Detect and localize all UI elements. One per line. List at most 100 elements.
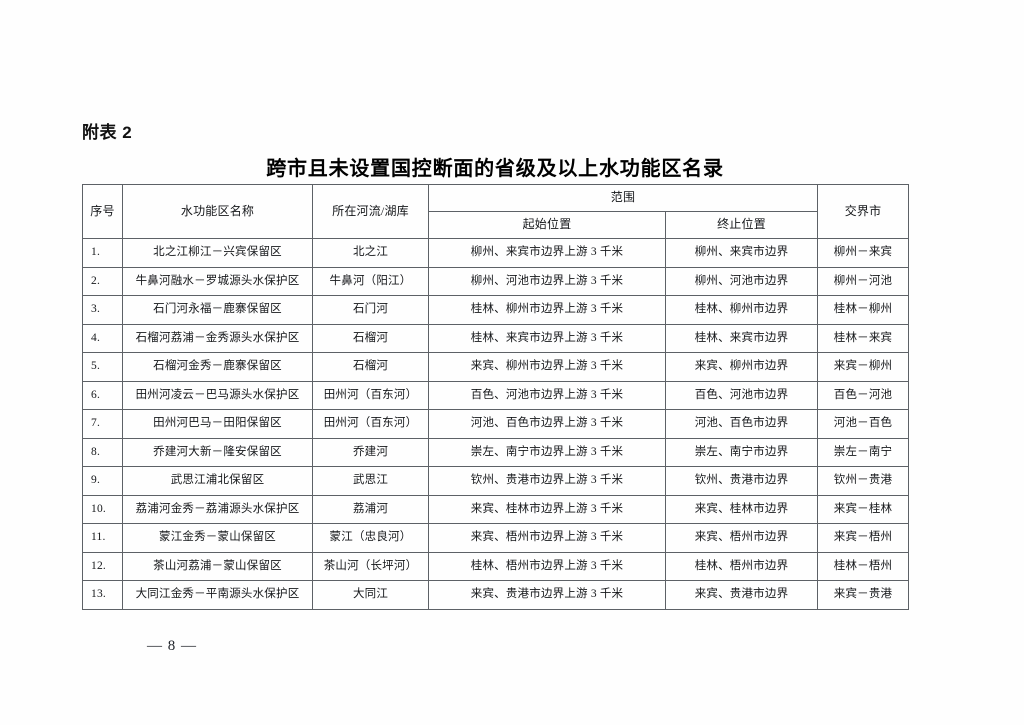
cell-river: 石榴河 xyxy=(312,323,429,353)
cell-border-city: 来宾－梧州 xyxy=(817,523,909,553)
cell-end: 来宾、梧州市边界 xyxy=(665,523,818,553)
column-header-start: 起始位置 xyxy=(428,211,666,239)
cell-border-city: 柳州－来宾 xyxy=(817,238,909,268)
cell-river: 石门河 xyxy=(312,295,429,325)
cell-river: 大同江 xyxy=(312,580,429,610)
table-row: 12. 茶山河荔浦－蒙山保留区 茶山河（长坪河） 桂林、梧州市边界上游 3 千米 桂林、… xyxy=(82,551,909,581)
cell-border-city: 来宾－柳州 xyxy=(817,352,909,382)
page-number: — 8 — xyxy=(147,638,197,654)
cell-name: 石门河永福－鹿寨保留区 xyxy=(122,295,313,325)
annex-label: 附表 2 xyxy=(82,123,133,142)
cell-end: 来宾、柳州市边界 xyxy=(665,352,818,382)
table-row: 8. 乔建河大新－隆安保留区 乔建河 崇左、南宁市边界上游 3 千米 崇左、南宁市边界崇… xyxy=(82,437,909,467)
cell-index: 2. xyxy=(82,266,123,296)
cell-name: 石榴河金秀－鹿寨保留区 xyxy=(122,352,313,382)
cell-name: 荔浦河金秀－荔浦源头水保护区 xyxy=(122,494,313,524)
cell-start: 百色、河池市边界上游 3 千米 xyxy=(428,380,666,410)
table-row: 3. 石门河永福－鹿寨保留区 石门河 桂林、柳州市边界上游 3 千米 桂林、柳州市边界桂… xyxy=(82,295,909,325)
cell-index: 7. xyxy=(82,409,123,439)
cell-index: 1. xyxy=(82,238,123,268)
cell-border-city: 桂林－来宾 xyxy=(817,323,909,353)
cell-border-city: 来宾－贵港 xyxy=(817,580,909,610)
cell-border-city: 崇左－南宁 xyxy=(817,437,909,467)
cell-end: 百色、河池市边界 xyxy=(665,380,818,410)
cell-river: 蒙江（忠良河） xyxy=(312,523,429,553)
cell-start: 崇左、南宁市边界上游 3 千米 xyxy=(428,437,666,467)
cell-river: 田州河（百东河） xyxy=(312,409,429,439)
water-function-zone-table-wrapper: 序号 水功能区名称 所在河流/湖库 范围 交界市 起始位置 终止位置 1. 北之江… xyxy=(82,184,909,610)
cell-border-city: 柳州－河池 xyxy=(817,266,909,296)
water-function-zone-table: 序号 水功能区名称 所在河流/湖库 范围 交界市 起始位置 终止位置 1. 北之江… xyxy=(82,184,909,610)
cell-river: 乔建河 xyxy=(312,437,429,467)
table-row: 5. 石榴河金秀－鹿寨保留区 石榴河 来宾、柳州市边界上游 3 千米 来宾、柳州市边界来… xyxy=(82,352,909,382)
cell-start: 柳州、来宾市边界上游 3 千米 xyxy=(428,238,666,268)
cell-index: 6. xyxy=(82,380,123,410)
cell-end: 桂林、梧州市边界 xyxy=(665,551,818,581)
column-header-range-group: 范围 xyxy=(428,184,818,212)
cell-border-city: 百色－河池 xyxy=(817,380,909,410)
cell-river: 荔浦河 xyxy=(312,494,429,524)
cell-border-city: 桂林－柳州 xyxy=(817,295,909,325)
cell-end: 桂林、来宾市边界 xyxy=(665,323,818,353)
cell-end: 来宾、桂林市边界 xyxy=(665,494,818,524)
table-row: 1. 北之江柳江－兴宾保留区 北之江 柳州、来宾市边界上游 3 千米 柳州、来宾市边界柳… xyxy=(82,238,909,268)
cell-index: 3. xyxy=(82,295,123,325)
cell-river: 田州河（百东河） xyxy=(312,380,429,410)
table-header-row-1: 序号 水功能区名称 所在河流/湖库 范围 交界市 xyxy=(82,184,909,239)
cell-start: 柳州、河池市边界上游 3 千米 xyxy=(428,266,666,296)
table-body: 1. 北之江柳江－兴宾保留区 北之江 柳州、来宾市边界上游 3 千米 柳州、来宾市边界柳… xyxy=(82,238,909,610)
cell-river: 石榴河 xyxy=(312,352,429,382)
cell-river: 北之江 xyxy=(312,238,429,268)
cell-start: 来宾、贵港市边界上游 3 千米 xyxy=(428,580,666,610)
cell-name: 北之江柳江－兴宾保留区 xyxy=(122,238,313,268)
cell-start: 来宾、桂林市边界上游 3 千米 xyxy=(428,494,666,524)
cell-end: 来宾、贵港市边界 xyxy=(665,580,818,610)
column-header-border-city: 交界市 xyxy=(817,184,909,239)
table-row: 4. 石榴河荔浦－金秀源头水保护区 石榴河 桂林、来宾市边界上游 3 千米 桂林、来宾市… xyxy=(82,323,909,353)
cell-border-city: 钦州－贵港 xyxy=(817,466,909,496)
cell-border-city: 河池－百色 xyxy=(817,409,909,439)
cell-border-city: 桂林－梧州 xyxy=(817,551,909,581)
cell-name: 乔建河大新－隆安保留区 xyxy=(122,437,313,467)
cell-name: 牛鼻河融水－罗城源头水保护区 xyxy=(122,266,313,296)
cell-end: 崇左、南宁市边界 xyxy=(665,437,818,467)
cell-start: 钦州、贵港市边界上游 3 千米 xyxy=(428,466,666,496)
cell-river: 牛鼻河（阳江） xyxy=(312,266,429,296)
cell-start: 桂林、柳州市边界上游 3 千米 xyxy=(428,295,666,325)
cell-river: 茶山河（长坪河） xyxy=(312,551,429,581)
cell-start: 桂林、来宾市边界上游 3 千米 xyxy=(428,323,666,353)
cell-end: 柳州、来宾市边界 xyxy=(665,238,818,268)
cell-end: 河池、百色市边界 xyxy=(665,409,818,439)
cell-start: 桂林、梧州市边界上游 3 千米 xyxy=(428,551,666,581)
cell-name: 武思江浦北保留区 xyxy=(122,466,313,496)
cell-index: 12. xyxy=(82,551,123,581)
table-row: 2. 牛鼻河融水－罗城源头水保护区 牛鼻河（阳江） 柳州、河池市边界上游 3 千米 柳州… xyxy=(82,266,909,296)
table-header-row-2: 起始位置 终止位置 xyxy=(83,211,909,239)
table-header: 序号 水功能区名称 所在河流/湖库 范围 交界市 起始位置 终止位置 xyxy=(82,184,909,239)
table-row: 10. 荔浦河金秀－荔浦源头水保护区 荔浦河 来宾、桂林市边界上游 3 千米 来宾、桂林… xyxy=(82,494,909,524)
page-title: 跨市且未设置国控断面的省级及以上水功能区名录 xyxy=(266,158,724,180)
cell-index: 9. xyxy=(82,466,123,496)
column-header-index: 序号 xyxy=(82,184,123,239)
cell-border-city: 来宾－桂林 xyxy=(817,494,909,524)
cell-name: 蒙江金秀－蒙山保留区 xyxy=(122,523,313,553)
cell-end: 桂林、柳州市边界 xyxy=(665,295,818,325)
cell-river: 武思江 xyxy=(312,466,429,496)
table-row: 7. 田州河巴马－田阳保留区 田州河（百东河） 河池、百色市边界上游 3 千米 河池、百… xyxy=(82,409,909,439)
cell-end: 钦州、贵港市边界 xyxy=(665,466,818,496)
cell-start: 来宾、梧州市边界上游 3 千米 xyxy=(428,523,666,553)
column-header-end: 终止位置 xyxy=(665,211,818,239)
cell-index: 11. xyxy=(82,523,123,553)
cell-index: 10. xyxy=(82,494,123,524)
cell-name: 田州河巴马－田阳保留区 xyxy=(122,409,313,439)
cell-name: 茶山河荔浦－蒙山保留区 xyxy=(122,551,313,581)
table-row: 9. 武思江浦北保留区 武思江 钦州、贵港市边界上游 3 千米 钦州、贵港市边界 钦州－贵… xyxy=(82,466,909,496)
cell-start: 河池、百色市边界上游 3 千米 xyxy=(428,409,666,439)
cell-name: 石榴河荔浦－金秀源头水保护区 xyxy=(122,323,313,353)
cell-end: 柳州、河池市边界 xyxy=(665,266,818,296)
cell-name: 田州河凌云－巴马源头水保护区 xyxy=(122,380,313,410)
cell-index: 5. xyxy=(82,352,123,382)
column-header-river: 所在河流/湖库 xyxy=(312,184,429,239)
table-row: 11. 蒙江金秀－蒙山保留区 蒙江（忠良河） 来宾、梧州市边界上游 3 千米 来宾、梧州… xyxy=(82,523,909,553)
